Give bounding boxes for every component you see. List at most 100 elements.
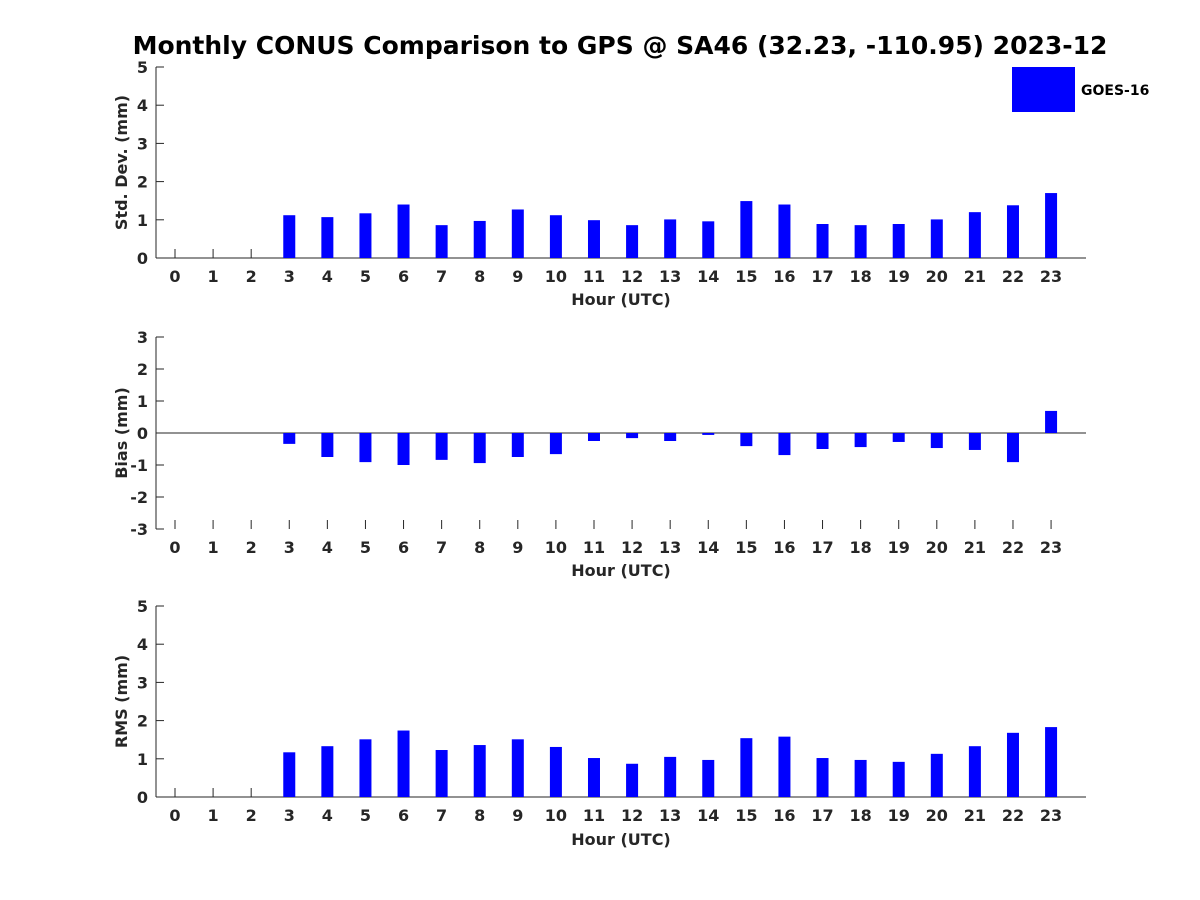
x-tick-label: 21 [964,538,986,557]
bar [626,225,639,258]
bar [892,224,905,258]
x-tick-label: 15 [735,267,757,286]
bar [587,758,600,797]
x-tick-label: 1 [208,267,219,286]
bar [397,730,410,797]
x-tick-label: 19 [888,267,910,286]
y-axis-label: RMS (mm) [112,655,131,748]
x-tick-label: 13 [659,538,681,557]
x-tick-label: 10 [545,267,567,286]
x-tick-label: 4 [322,806,333,825]
x-tick-label: 12 [621,806,643,825]
x-tick-label: 17 [811,538,833,557]
bar [1045,727,1058,797]
bar [816,433,829,449]
x-tick-label: 22 [1002,538,1024,557]
x-tick-label: 18 [849,267,871,286]
bar [473,433,486,464]
x-tick-label: 2 [246,267,257,286]
x-tick-label: 6 [398,538,409,557]
x-tick-label: 15 [735,538,757,557]
x-axis-label: Hour (UTC) [571,561,671,580]
bar [740,433,753,447]
chart-title: Monthly CONUS Comparison to GPS @ SA46 (… [133,31,1108,60]
x-tick-label: 6 [398,806,409,825]
bar [930,753,943,797]
bar [930,433,943,449]
bar [1045,193,1058,258]
x-tick-label: 9 [512,538,523,557]
x-tick-label: 9 [512,267,523,286]
x-tick-label: 16 [773,806,795,825]
x-tick-label: 14 [697,806,719,825]
bar [740,738,753,797]
y-tick-label: 3 [137,673,148,692]
x-tick-label: 1 [208,806,219,825]
x-tick-label: 12 [621,538,643,557]
x-axis-label: Hour (UTC) [571,830,671,849]
bar [283,215,296,258]
bar [321,746,334,797]
x-tick-label: 17 [811,267,833,286]
legend-label: GOES-16 [1081,83,1149,99]
y-tick-label: 3 [137,328,148,347]
y-tick-label: 1 [137,211,148,230]
x-tick-label: 20 [926,267,948,286]
y-tick-label: 4 [137,635,148,654]
x-tick-label: 16 [773,538,795,557]
x-tick-label: 11 [583,806,605,825]
bar [435,225,448,258]
bar [854,759,867,797]
bar [283,433,296,444]
x-tick-label: 6 [398,267,409,286]
y-tick-label: -2 [130,488,148,507]
y-tick-label: -3 [130,520,148,539]
bar [549,215,562,258]
x-tick-label: 4 [322,267,333,286]
bar [854,225,867,258]
x-tick-label: 1 [208,538,219,557]
y-axis-label: Std. Dev. (mm) [112,95,131,230]
x-tick-label: 11 [583,267,605,286]
bar [664,756,677,797]
x-tick-label: 14 [697,538,719,557]
y-tick-label: -1 [130,456,148,475]
x-axis-label: Hour (UTC) [571,290,671,309]
x-tick-label: 7 [436,267,447,286]
x-tick-label: 3 [284,538,295,557]
x-tick-label: 13 [659,267,681,286]
x-tick-label: 4 [322,538,333,557]
bar [892,433,905,442]
bar [664,219,677,258]
y-tick-label: 4 [137,96,148,115]
y-tick-label: 2 [137,173,148,192]
bar [740,201,753,258]
x-tick-label: 23 [1040,538,1062,557]
y-tick-label: 3 [137,134,148,153]
x-tick-label: 22 [1002,267,1024,286]
x-tick-label: 14 [697,267,719,286]
bar [473,220,486,258]
bar [892,761,905,797]
y-tick-label: 2 [137,712,148,731]
y-tick-label: 0 [137,249,148,268]
bar [359,739,372,797]
bar [549,433,562,455]
x-tick-label: 19 [888,538,910,557]
bar [283,752,296,797]
x-tick-label: 5 [360,538,371,557]
x-tick-label: 19 [888,806,910,825]
bar [435,433,448,460]
x-tick-label: 2 [246,538,257,557]
bar [435,750,448,797]
bar [473,745,486,797]
x-tick-label: 17 [811,806,833,825]
bar [626,433,639,439]
bar [359,213,372,258]
bar [968,746,981,797]
y-tick-label: 2 [137,360,148,379]
bar [816,758,829,797]
x-tick-label: 22 [1002,806,1024,825]
x-tick-label: 3 [284,806,295,825]
